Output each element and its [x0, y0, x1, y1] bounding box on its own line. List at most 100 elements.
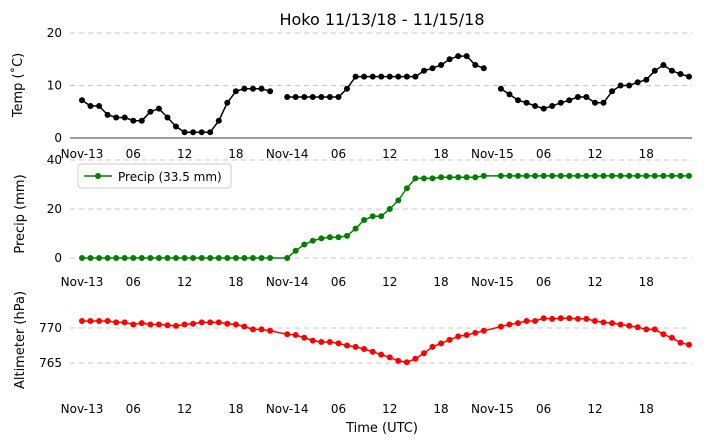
temp-data-point [250, 85, 256, 92]
precip-data-point [532, 172, 539, 179]
altimeter-panel: 765 770 Nov-13 06 12 18 Nov-14 06 12 18 Nov-15 06 12… [39, 315, 692, 416]
temp-data-point [677, 71, 684, 77]
precip-data-point [566, 172, 573, 179]
temp-xtick-label: 12 [587, 147, 602, 161]
precip-xtick-label: Nov-15 [471, 275, 514, 289]
altimeter-ytick-label: 770 [39, 321, 62, 335]
altimeter-data-point [395, 357, 402, 364]
temp-data-point [421, 67, 427, 74]
temp-ytick-label: 0 [54, 131, 62, 145]
temp-data-point [549, 103, 556, 109]
precip-data-point [523, 172, 530, 179]
temp-data-point [412, 73, 419, 80]
precip-data-point [121, 255, 128, 261]
precip-data-point [284, 255, 291, 261]
chart-title: Hoko 11/13/18 - 11/15/18 [279, 10, 484, 29]
temp-data-point [224, 99, 231, 106]
temp-data-point [634, 79, 641, 86]
precip-xtick-label: 18 [228, 275, 243, 289]
altimeter-data-point [600, 319, 607, 326]
precip-data-point [617, 172, 624, 179]
precip-data-point [198, 255, 205, 261]
temp-data-point [403, 73, 410, 80]
altimeter-data-point [309, 337, 316, 344]
altimeter-data-point [583, 315, 590, 322]
altimeter-data-point [232, 321, 239, 328]
precip-data-point [651, 172, 658, 179]
altimeter-data-point [617, 321, 624, 328]
altimeter-data-point [566, 315, 573, 322]
temp-ytick-label: 10 [47, 79, 62, 93]
altimeter-data-point [549, 315, 556, 322]
precip-data-point [660, 172, 667, 179]
temp-data-point [472, 62, 479, 68]
temp-data-point [566, 97, 573, 104]
precip-data-point [497, 172, 504, 179]
precip-xtick-label: 06 [331, 275, 346, 289]
altimeter-data-point [677, 339, 684, 346]
temp-series-line [287, 55, 485, 98]
temp-data-point [497, 85, 504, 92]
temp-xtick-label: 06 [331, 147, 346, 161]
altimeter-data-point [164, 322, 171, 329]
altimeter-data-point [421, 350, 427, 357]
precip-legend: Precip (33.5 mm) [77, 163, 232, 189]
precip-data-point [181, 255, 188, 261]
altimeter-xtick-label: 12 [177, 402, 192, 416]
precip-data-point [361, 217, 368, 223]
temp-data-point [121, 114, 128, 121]
precip-data-point [609, 172, 616, 179]
precip-xtick-label: Nov-14 [266, 275, 309, 289]
precip-data-point [403, 185, 410, 192]
temp-data-point [164, 114, 171, 121]
precip-data-point [463, 174, 470, 181]
precip-data-point [258, 255, 265, 261]
altimeter-data-point [104, 318, 111, 324]
precip-data-point [87, 255, 94, 261]
precip-series-line [82, 175, 689, 259]
altimeter-data-point [138, 320, 145, 327]
precip-xtick-label: 12 [177, 275, 192, 289]
altimeter-data-point [79, 318, 85, 324]
altimeter-data-point [378, 351, 385, 358]
temp-data-point [515, 97, 521, 104]
altimeter-data-point [386, 354, 393, 361]
altimeter-data-point [121, 319, 128, 326]
temp-data-point [292, 94, 299, 100]
temp-data-point [79, 97, 85, 104]
temp-data-point [506, 91, 513, 98]
temp-data-point [258, 85, 265, 92]
temp-data-point [668, 67, 675, 74]
altimeter-data-point [352, 343, 359, 350]
precip-data-point [686, 172, 692, 179]
temp-data-point [198, 129, 205, 136]
legend-marker-sample [95, 173, 101, 179]
altimeter-data-point [241, 323, 248, 330]
altimeter-data-point [480, 327, 487, 334]
precip-data-point [130, 255, 137, 261]
precip-data-point [506, 172, 513, 179]
precip-xtick-label: Nov-13 [61, 275, 104, 289]
altimeter-xtick-label: 06 [331, 402, 346, 416]
altimeter-data-point [463, 332, 470, 338]
temp-data-point [147, 108, 154, 115]
altimeter-data-point [438, 340, 445, 347]
precip-data-point [301, 241, 308, 248]
legend-label: Precip (33.5 mm) [118, 170, 222, 184]
precip-data-point [104, 255, 111, 261]
precip-data-point [79, 255, 85, 261]
precip-data-point [318, 235, 325, 242]
altimeter-data-point [412, 355, 419, 362]
temp-data-point [284, 94, 291, 100]
temp-data-point [651, 67, 658, 74]
altimeter-data-point [284, 331, 291, 338]
precip-data-point [215, 255, 222, 261]
temp-data-point [583, 94, 590, 100]
altimeter-data-point [198, 319, 205, 326]
altimeter-ytick-label: 765 [39, 356, 62, 370]
altimeter-data-point [258, 326, 265, 333]
precip-panel: 0 20 40 Nov-13 06 12 18 Nov-14 06 12 18 Nov-15 06 12 1… [47, 153, 692, 289]
temp-data-point [617, 82, 624, 89]
altimeter-ylabel: Altimeter (hPa) [13, 291, 28, 389]
temp-data-point [626, 82, 633, 89]
